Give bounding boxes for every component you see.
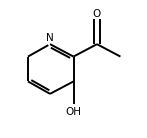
Text: OH: OH	[66, 107, 81, 117]
Text: O: O	[93, 9, 101, 19]
Text: N: N	[46, 33, 54, 43]
